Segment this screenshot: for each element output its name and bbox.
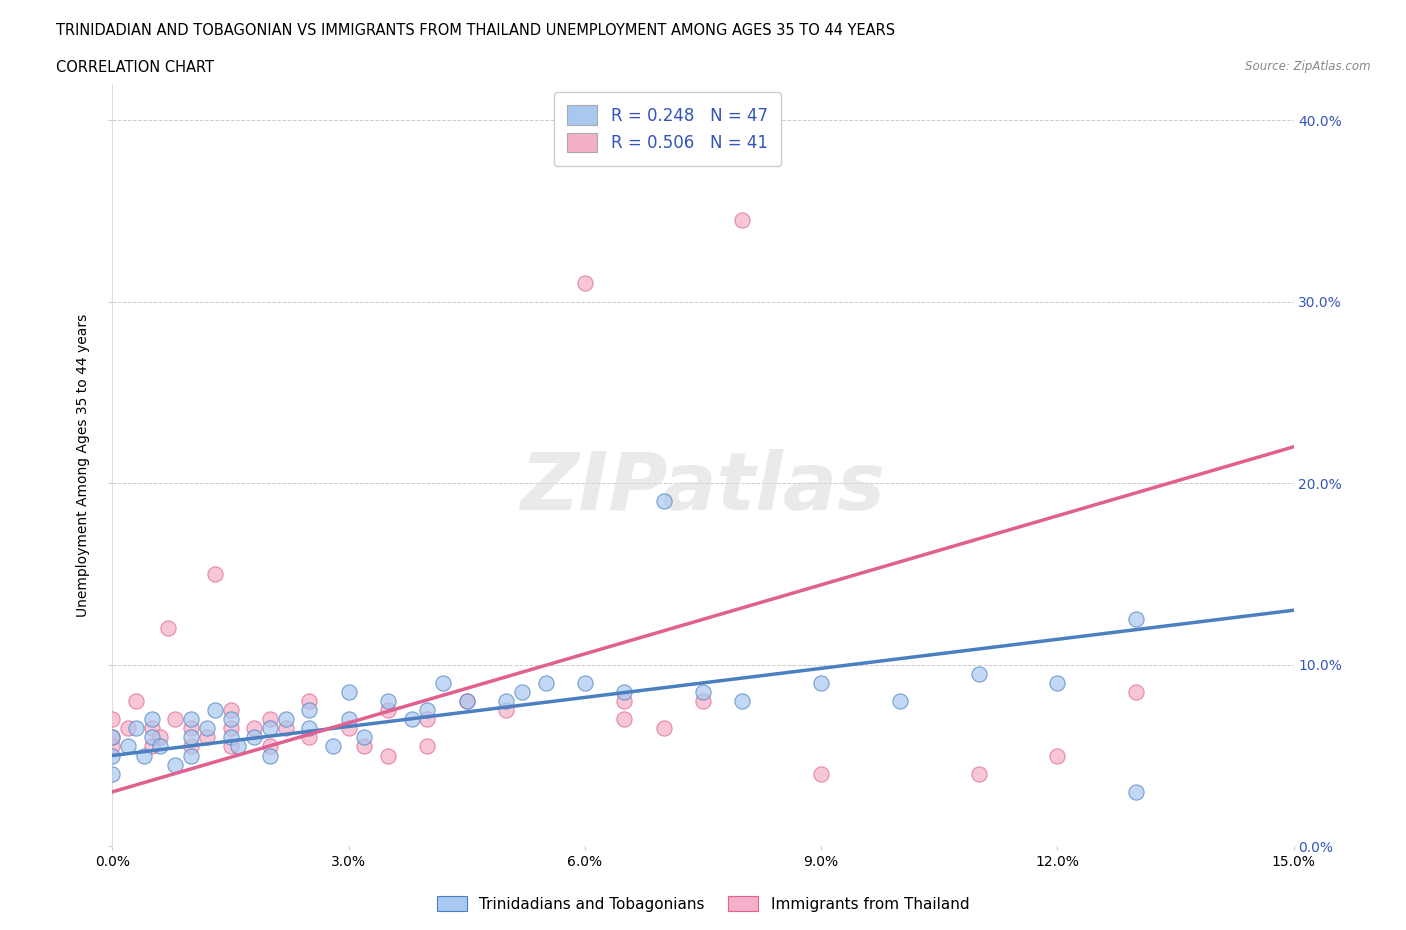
Point — [416, 703, 439, 718]
Point — [274, 721, 297, 736]
Point — [416, 739, 439, 754]
Point — [731, 694, 754, 709]
Point — [574, 675, 596, 690]
Legend: Trinidadians and Tobagonians, Immigrants from Thailand: Trinidadians and Tobagonians, Immigrants… — [430, 889, 976, 918]
Point — [125, 694, 148, 709]
Point — [141, 730, 163, 745]
Point — [141, 711, 163, 726]
Point — [117, 721, 139, 736]
Point — [495, 694, 517, 709]
Point — [219, 711, 242, 726]
Point — [810, 766, 832, 781]
Point — [195, 721, 218, 736]
Point — [259, 739, 281, 754]
Point — [165, 711, 187, 726]
Point — [180, 748, 202, 763]
Text: Source: ZipAtlas.com: Source: ZipAtlas.com — [1246, 60, 1371, 73]
Point — [495, 703, 517, 718]
Point — [204, 566, 226, 581]
Text: CORRELATION CHART: CORRELATION CHART — [56, 60, 214, 75]
Point — [298, 730, 321, 745]
Point — [180, 711, 202, 726]
Point — [456, 694, 478, 709]
Point — [337, 684, 360, 699]
Point — [101, 748, 124, 763]
Point — [731, 212, 754, 227]
Point — [101, 730, 124, 745]
Point — [101, 739, 124, 754]
Point — [156, 621, 179, 636]
Point — [141, 721, 163, 736]
Point — [180, 721, 202, 736]
Point — [1046, 675, 1069, 690]
Point — [298, 694, 321, 709]
Point — [377, 748, 399, 763]
Point — [613, 711, 636, 726]
Point — [692, 684, 714, 699]
Text: ZIPatlas: ZIPatlas — [520, 449, 886, 527]
Y-axis label: Unemployment Among Ages 35 to 44 years: Unemployment Among Ages 35 to 44 years — [76, 313, 90, 617]
Point — [228, 739, 250, 754]
Point — [337, 721, 360, 736]
Point — [1046, 748, 1069, 763]
Text: TRINIDADIAN AND TOBAGONIAN VS IMMIGRANTS FROM THAILAND UNEMPLOYMENT AMONG AGES 3: TRINIDADIAN AND TOBAGONIAN VS IMMIGRANTS… — [56, 23, 896, 38]
Point — [195, 730, 218, 745]
Point — [652, 494, 675, 509]
Point — [377, 703, 399, 718]
Point — [613, 684, 636, 699]
Point — [298, 703, 321, 718]
Point — [298, 721, 321, 736]
Point — [259, 711, 281, 726]
Point — [117, 739, 139, 754]
Point — [613, 694, 636, 709]
Point — [510, 684, 533, 699]
Point — [132, 748, 155, 763]
Point — [401, 711, 423, 726]
Point — [165, 757, 187, 772]
Point — [101, 730, 124, 745]
Point — [101, 766, 124, 781]
Point — [322, 739, 344, 754]
Point — [243, 721, 266, 736]
Point — [810, 675, 832, 690]
Point — [534, 675, 557, 690]
Point — [125, 721, 148, 736]
Point — [416, 711, 439, 726]
Point — [889, 694, 911, 709]
Point — [692, 694, 714, 709]
Point — [652, 721, 675, 736]
Point — [141, 739, 163, 754]
Point — [204, 703, 226, 718]
Point — [353, 730, 375, 745]
Point — [377, 694, 399, 709]
Point — [243, 730, 266, 745]
Point — [574, 276, 596, 291]
Point — [1125, 684, 1147, 699]
Point — [353, 739, 375, 754]
Point — [180, 730, 202, 745]
Point — [101, 711, 124, 726]
Point — [967, 766, 990, 781]
Point — [219, 703, 242, 718]
Point — [337, 711, 360, 726]
Point — [259, 748, 281, 763]
Point — [180, 739, 202, 754]
Point — [1125, 784, 1147, 799]
Point — [219, 721, 242, 736]
Point — [456, 694, 478, 709]
Point — [149, 739, 172, 754]
Point — [967, 667, 990, 682]
Legend: R = 0.248   N = 47, R = 0.506   N = 41: R = 0.248 N = 47, R = 0.506 N = 41 — [554, 92, 782, 166]
Point — [219, 730, 242, 745]
Point — [219, 739, 242, 754]
Point — [1125, 612, 1147, 627]
Point — [149, 730, 172, 745]
Point — [432, 675, 454, 690]
Point — [274, 711, 297, 726]
Point — [259, 721, 281, 736]
